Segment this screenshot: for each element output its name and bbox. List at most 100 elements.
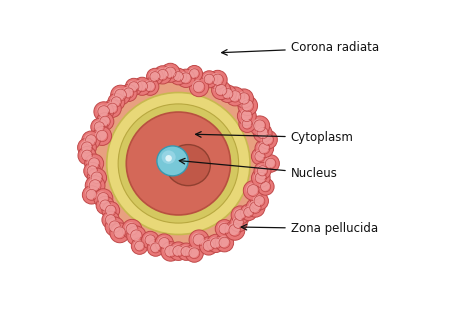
Circle shape: [144, 234, 155, 244]
Circle shape: [113, 88, 125, 100]
Circle shape: [257, 178, 274, 195]
Circle shape: [243, 181, 263, 200]
Circle shape: [239, 116, 255, 132]
Circle shape: [253, 195, 264, 205]
Circle shape: [129, 229, 141, 240]
Circle shape: [161, 63, 180, 82]
Circle shape: [102, 211, 119, 229]
Circle shape: [246, 198, 265, 217]
Circle shape: [146, 68, 164, 85]
Circle shape: [113, 226, 125, 238]
Circle shape: [85, 154, 104, 173]
Circle shape: [142, 78, 159, 95]
Circle shape: [86, 165, 97, 175]
Circle shape: [90, 171, 101, 182]
Circle shape: [211, 73, 222, 84]
Circle shape: [84, 162, 101, 180]
Ellipse shape: [126, 112, 230, 215]
Circle shape: [258, 130, 277, 149]
Circle shape: [80, 141, 91, 152]
Circle shape: [78, 138, 96, 157]
Circle shape: [82, 131, 100, 149]
Circle shape: [84, 134, 95, 145]
Circle shape: [225, 220, 245, 240]
Circle shape: [201, 71, 218, 88]
Circle shape: [215, 233, 234, 252]
Circle shape: [252, 169, 270, 187]
Circle shape: [254, 162, 271, 179]
Circle shape: [93, 127, 111, 146]
Circle shape: [127, 226, 146, 246]
Ellipse shape: [162, 150, 176, 164]
Circle shape: [240, 204, 257, 221]
Circle shape: [214, 83, 226, 95]
Circle shape: [108, 220, 119, 231]
Circle shape: [231, 206, 249, 224]
Circle shape: [188, 247, 199, 258]
Circle shape: [81, 149, 91, 160]
Circle shape: [250, 116, 270, 136]
Circle shape: [154, 66, 172, 84]
Circle shape: [110, 96, 120, 106]
Circle shape: [232, 217, 243, 227]
Circle shape: [85, 188, 96, 199]
Circle shape: [264, 157, 275, 168]
Circle shape: [218, 222, 229, 233]
Circle shape: [179, 72, 190, 83]
Circle shape: [177, 69, 195, 87]
Circle shape: [133, 77, 151, 95]
Circle shape: [102, 202, 119, 219]
Circle shape: [237, 92, 248, 103]
Circle shape: [257, 142, 269, 153]
Circle shape: [210, 237, 220, 248]
Circle shape: [185, 244, 203, 262]
Circle shape: [110, 85, 130, 105]
Circle shape: [253, 124, 272, 143]
Circle shape: [228, 90, 240, 101]
Circle shape: [186, 65, 202, 82]
Circle shape: [96, 196, 114, 215]
Circle shape: [259, 181, 270, 191]
Circle shape: [253, 119, 264, 131]
Circle shape: [104, 214, 115, 224]
Circle shape: [250, 192, 268, 210]
Circle shape: [226, 87, 245, 106]
Circle shape: [173, 71, 182, 80]
Circle shape: [248, 201, 260, 212]
Circle shape: [172, 245, 183, 256]
Circle shape: [211, 80, 231, 100]
Circle shape: [99, 115, 109, 126]
Circle shape: [190, 77, 209, 97]
Ellipse shape: [107, 93, 250, 234]
Circle shape: [188, 68, 198, 78]
Circle shape: [255, 139, 273, 158]
Circle shape: [192, 233, 204, 245]
Circle shape: [246, 183, 258, 195]
Circle shape: [203, 73, 213, 83]
Circle shape: [241, 99, 253, 111]
Circle shape: [131, 238, 148, 254]
Text: Corona radiata: Corona radiata: [222, 42, 379, 55]
Circle shape: [91, 118, 108, 135]
Circle shape: [256, 165, 266, 175]
Circle shape: [106, 102, 117, 113]
Circle shape: [155, 234, 173, 252]
Circle shape: [241, 118, 251, 128]
Circle shape: [238, 96, 257, 115]
Circle shape: [207, 234, 225, 252]
Circle shape: [95, 129, 107, 141]
Circle shape: [149, 71, 159, 81]
Circle shape: [202, 239, 213, 250]
Circle shape: [144, 80, 155, 91]
Circle shape: [122, 219, 142, 239]
Circle shape: [88, 179, 100, 190]
Circle shape: [105, 217, 124, 236]
Circle shape: [165, 155, 172, 162]
Circle shape: [235, 89, 254, 108]
Circle shape: [134, 240, 144, 250]
Circle shape: [147, 240, 164, 256]
Circle shape: [180, 246, 191, 256]
Circle shape: [237, 107, 256, 125]
Ellipse shape: [87, 74, 270, 253]
Text: Cytoplasm: Cytoplasm: [196, 131, 354, 144]
